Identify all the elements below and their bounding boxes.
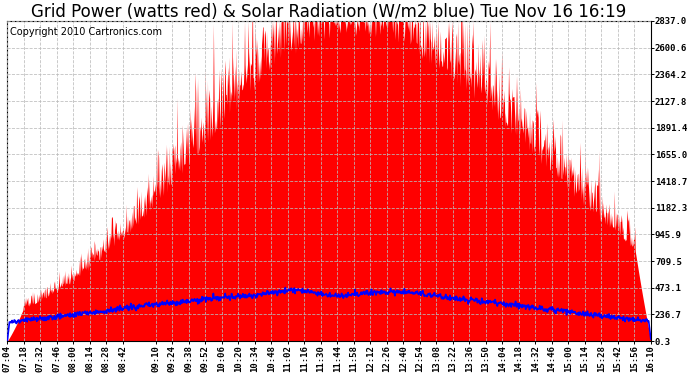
Text: Copyright 2010 Cartronics.com: Copyright 2010 Cartronics.com (10, 27, 163, 38)
Title: Grid Power (watts red) & Solar Radiation (W/m2 blue) Tue Nov 16 16:19: Grid Power (watts red) & Solar Radiation… (32, 3, 627, 21)
